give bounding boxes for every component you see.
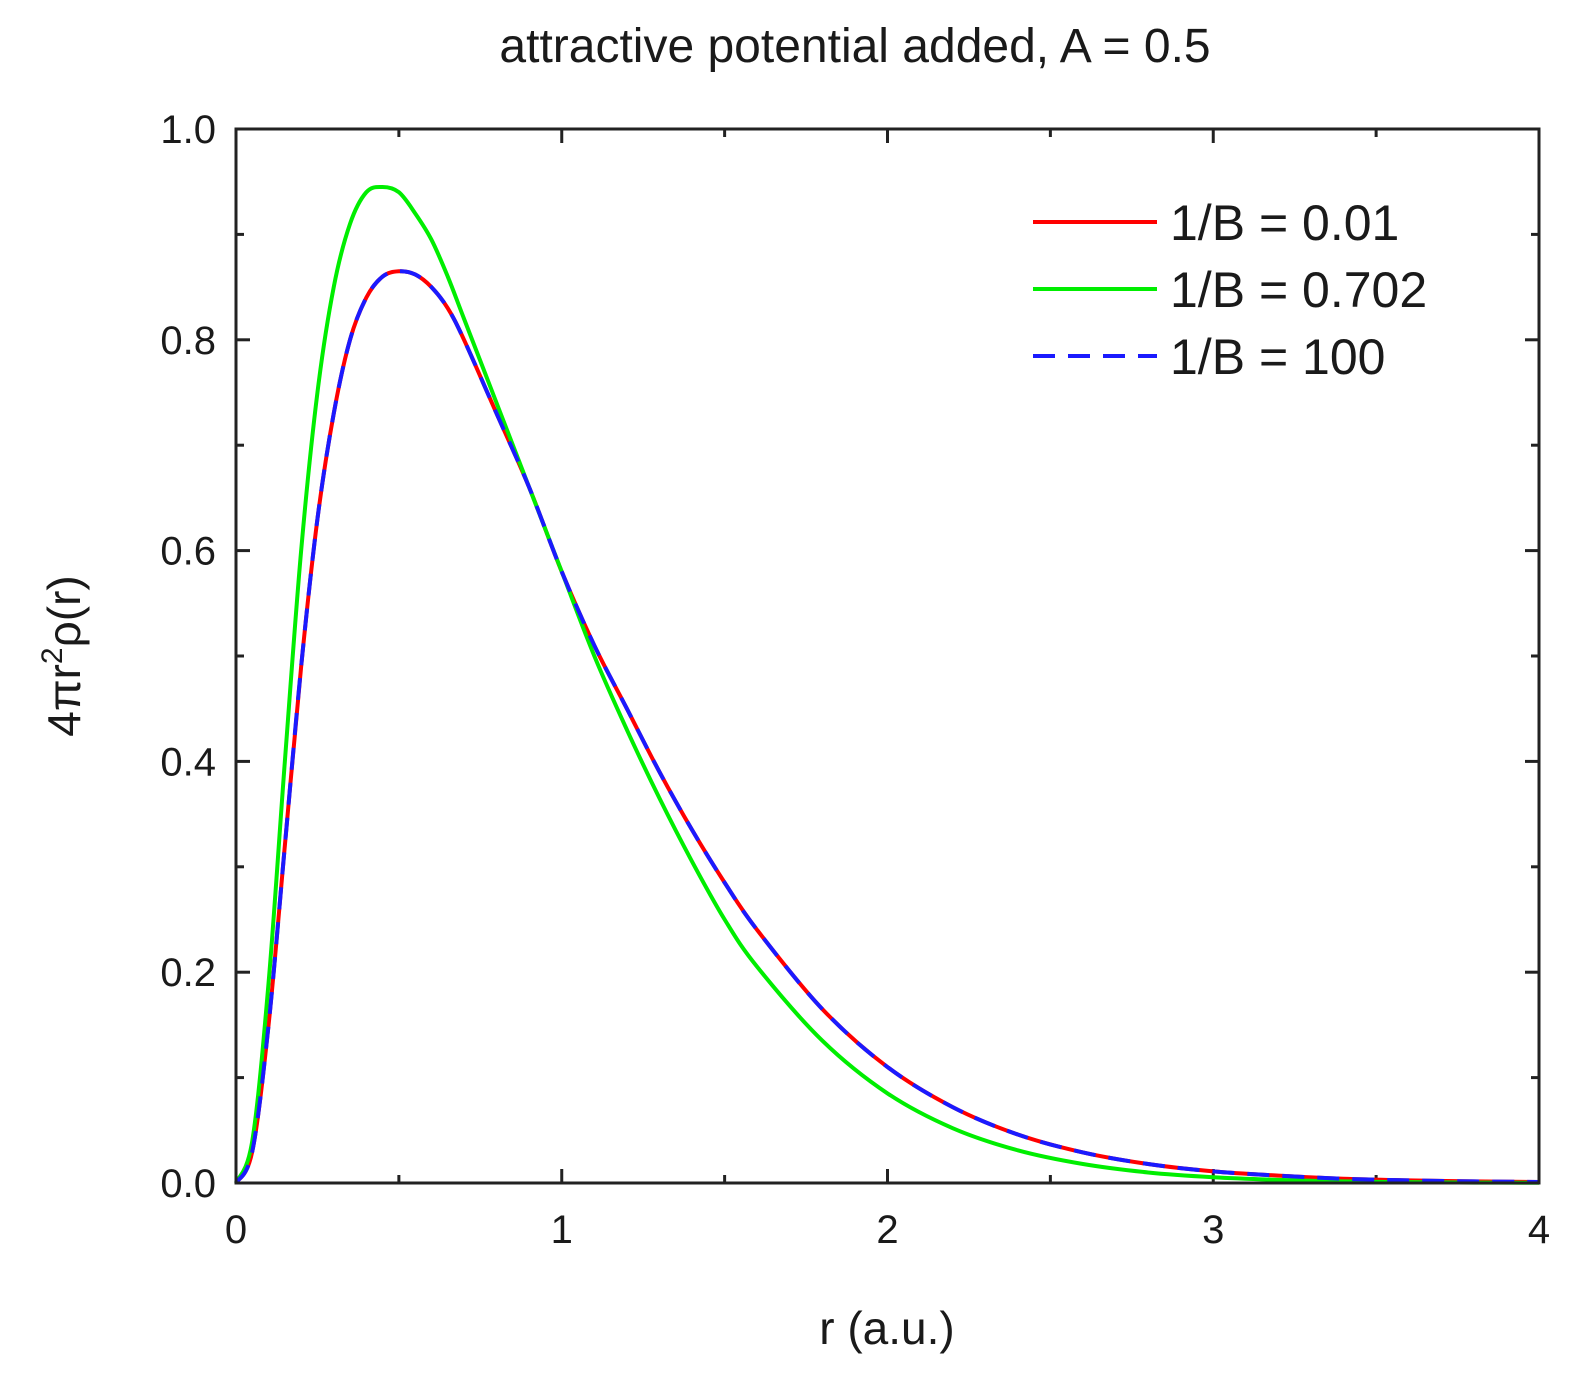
x-tick-label: 4	[1528, 1208, 1550, 1252]
y-axis-label-superscript: 2	[36, 647, 69, 664]
series-line-3	[234, 269, 1540, 1185]
legend-label-3: 1/B = 100	[1170, 329, 1385, 385]
y-tick-label: 1.0	[160, 108, 216, 152]
x-axis-label: r (a.u.)	[819, 1302, 954, 1354]
y-axis-label: 4πr2ρ(r)	[36, 575, 90, 736]
x-tick-label: 2	[876, 1208, 898, 1252]
y-axis-label-rest: ρ(r)	[38, 575, 90, 647]
plot-frame	[234, 127, 1541, 1185]
legend-label-1: 1/B = 0.01	[1170, 195, 1399, 251]
x-tick-label: 3	[1202, 1208, 1224, 1252]
legend: 1/B = 0.01 1/B = 0.702 1/B = 100	[1033, 195, 1427, 385]
x-tick-label: 0	[225, 1208, 247, 1252]
legend-label-2: 1/B = 0.702	[1170, 262, 1427, 318]
y-tick-label: 0.2	[160, 951, 216, 995]
y-tick-label: 0.8	[160, 319, 216, 363]
series-layer	[234, 184, 1540, 1185]
y-tick-labels: 0.0 0.2 0.4 0.6 0.8 1.0	[160, 108, 216, 1206]
series-line-2	[234, 184, 1540, 1185]
x-tick-label: 1	[551, 1208, 573, 1252]
y-tick-label: 0.4	[160, 740, 216, 784]
y-tick-label: 0.6	[160, 530, 216, 574]
series-line-1	[234, 269, 1540, 1185]
x-tick-labels: 0 1 2 3 4	[225, 1208, 1550, 1252]
y-axis-label-base: 4πr	[38, 664, 90, 737]
y-tick-label: 0.0	[160, 1162, 216, 1206]
chart-title: attractive potential added, A = 0.5	[499, 20, 1210, 73]
